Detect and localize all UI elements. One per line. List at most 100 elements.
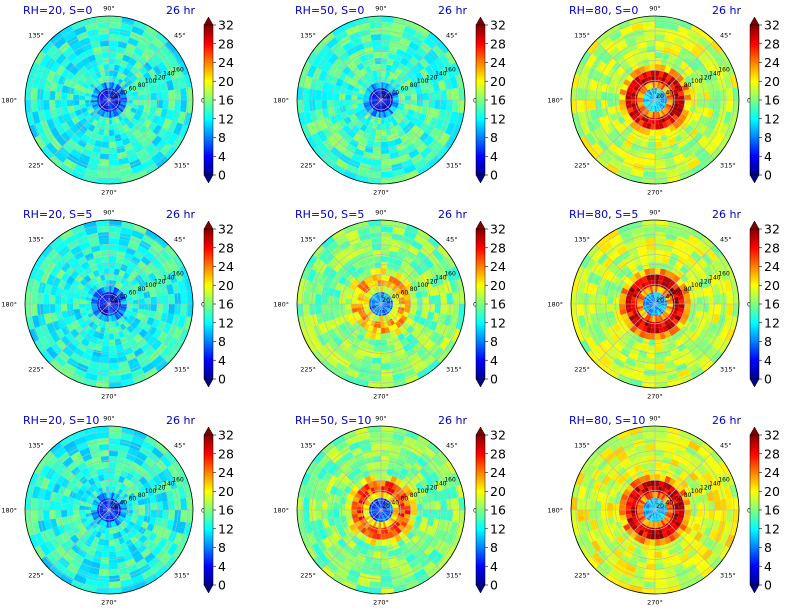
polar-cell bbox=[61, 304, 68, 312]
polar-cell bbox=[655, 345, 663, 352]
polar-cell bbox=[361, 110, 369, 117]
polar-cell bbox=[708, 118, 718, 130]
polar-cell bbox=[53, 36, 67, 50]
colorbar-tick-label: 4 bbox=[218, 559, 226, 574]
polar-cell bbox=[665, 91, 673, 97]
polar-cell bbox=[381, 82, 384, 89]
polar-cell bbox=[92, 89, 100, 95]
polar-cell bbox=[381, 375, 394, 382]
polar-cell bbox=[327, 124, 338, 136]
polar-cell bbox=[49, 155, 64, 168]
polar-cell bbox=[697, 53, 709, 65]
grid-spoke bbox=[49, 99, 110, 160]
polar-cell bbox=[698, 124, 709, 136]
polar-cell bbox=[104, 70, 109, 77]
polar-grid bbox=[297, 426, 465, 594]
polar-cell bbox=[31, 75, 41, 89]
polar-cell bbox=[601, 135, 613, 147]
polar-cell bbox=[645, 91, 651, 97]
polar-cell bbox=[625, 74, 634, 83]
polar-cell bbox=[372, 46, 381, 53]
colorbar-extend-min bbox=[475, 174, 486, 184]
polar-cell bbox=[351, 117, 360, 126]
polar-cell bbox=[662, 71, 669, 79]
angle-tick-label: 180° bbox=[547, 97, 563, 105]
polar-cell bbox=[339, 87, 347, 95]
polar-cell bbox=[142, 71, 152, 81]
polar-cell bbox=[373, 256, 381, 263]
polar-cell bbox=[416, 510, 423, 517]
panel-title: RH=20, S=10 bbox=[23, 414, 99, 427]
polar-cell bbox=[88, 157, 100, 166]
polar-cell bbox=[702, 295, 709, 304]
polar-cell bbox=[162, 118, 172, 130]
polar-cell bbox=[109, 94, 111, 100]
polar-cell bbox=[657, 104, 663, 111]
polar-cell bbox=[397, 42, 409, 52]
polar-cell bbox=[632, 89, 639, 95]
polar-cell bbox=[369, 128, 377, 136]
polar-cell bbox=[109, 298, 113, 304]
polar-cell bbox=[607, 304, 614, 312]
polar-cell bbox=[676, 86, 684, 93]
angle-tick-label: 135° bbox=[300, 441, 316, 449]
polar-cell bbox=[168, 499, 175, 510]
polar-cell bbox=[366, 107, 373, 113]
radial-tick-label: 160 bbox=[718, 271, 730, 278]
polar-cell bbox=[120, 168, 134, 178]
panel-title: RH=50, S=10 bbox=[295, 414, 371, 427]
polar-cell bbox=[65, 61, 76, 72]
polar-cell bbox=[39, 132, 51, 146]
polar-cell bbox=[386, 109, 392, 117]
polar-cell bbox=[109, 105, 113, 112]
polar-cell bbox=[363, 94, 370, 99]
polar-cell bbox=[147, 121, 158, 132]
polar-cell bbox=[650, 70, 655, 77]
colorbar-body bbox=[475, 24, 486, 176]
angle-tick-label: 225° bbox=[574, 162, 590, 170]
polar-cell bbox=[83, 121, 92, 130]
radial-tick-label: 40 bbox=[391, 293, 399, 300]
polar-cell bbox=[452, 87, 459, 100]
polar-cell bbox=[648, 262, 655, 269]
polar-cell bbox=[303, 510, 310, 523]
polar-cell bbox=[129, 158, 142, 169]
polar-cell bbox=[109, 135, 116, 142]
polar-cell bbox=[127, 153, 139, 163]
polar-cell bbox=[144, 503, 151, 510]
polar-cell bbox=[87, 85, 95, 92]
colorbar-tick-label: 12 bbox=[764, 315, 780, 330]
polar-cell bbox=[656, 82, 661, 89]
polar-cell bbox=[119, 162, 132, 172]
polar-cell bbox=[156, 91, 163, 100]
polar-cell bbox=[150, 296, 157, 304]
polar-cell bbox=[49, 100, 56, 110]
polar-cell bbox=[342, 56, 353, 67]
polar-cell bbox=[630, 168, 644, 178]
polar-cell bbox=[369, 101, 376, 106]
polar-cell bbox=[381, 551, 389, 558]
polar-cell bbox=[664, 105, 672, 111]
polar-cell bbox=[51, 116, 61, 128]
polar-cell bbox=[317, 142, 331, 156]
polar-cell bbox=[390, 89, 398, 95]
polar-cell bbox=[60, 57, 71, 69]
polar-cell bbox=[655, 111, 658, 119]
polar-cell bbox=[375, 129, 381, 136]
polar-cell bbox=[84, 62, 93, 71]
polar-cell bbox=[377, 88, 381, 95]
polar-cell bbox=[392, 60, 401, 68]
polar-cell bbox=[410, 75, 419, 84]
polar-cell bbox=[708, 90, 715, 100]
polar-cell bbox=[98, 238, 109, 245]
polar-cell bbox=[333, 92, 340, 100]
polar-cell bbox=[113, 92, 120, 98]
polar-cell bbox=[342, 148, 354, 159]
polar-cell bbox=[381, 98, 387, 100]
polar-cell bbox=[655, 100, 658, 106]
polar-cell bbox=[351, 95, 358, 100]
polar-cell bbox=[599, 150, 613, 164]
polar-cell bbox=[110, 105, 115, 112]
polar-cell bbox=[676, 107, 684, 114]
